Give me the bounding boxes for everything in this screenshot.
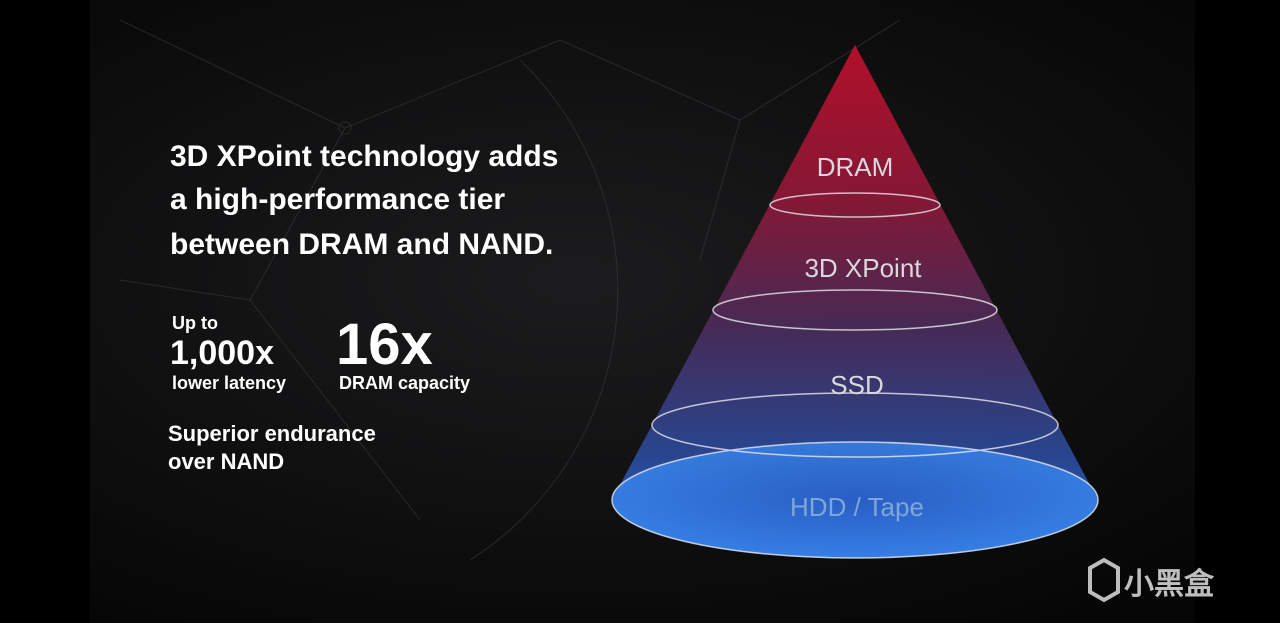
side-bar [1195, 0, 1280, 623]
stat-caption: lower latency [172, 373, 286, 393]
tier-label: SSD [830, 370, 883, 400]
tier-boundary [712, 289, 998, 331]
watermark-icon [1088, 557, 1120, 603]
network-lines [119, 19, 901, 561]
endurance-line: Superior endurance [168, 421, 376, 446]
tier-boundary [769, 192, 941, 218]
tier-label: HDD / Tape [790, 492, 924, 522]
headline-line: between DRAM and NAND. [170, 228, 553, 261]
pyramid-body [612, 45, 1098, 558]
side-bar [0, 0, 90, 623]
pyramid-base [612, 442, 1098, 558]
tier-label: 3D XPoint [804, 253, 922, 283]
tier-boundary [651, 392, 1059, 458]
stat-prefix: Up to [172, 313, 218, 333]
endurance-line: over NAND [168, 449, 284, 474]
stat-value: 1,000x [170, 334, 274, 372]
headline-line: a high-performance tier [170, 183, 505, 216]
headline-line: 3D XPoint technology adds [170, 140, 558, 173]
watermark: 小黑盒 [1088, 557, 1215, 603]
stat-caption: DRAM capacity [339, 373, 470, 393]
tier-label: DRAM [817, 152, 894, 182]
stat-value: 16x [336, 312, 433, 377]
tier-boundary [611, 441, 1099, 559]
pyramid: DRAM 3D XPoint SSD HDD / Tape [611, 45, 1099, 559]
watermark-text: 小黑盒 [1124, 567, 1215, 601]
